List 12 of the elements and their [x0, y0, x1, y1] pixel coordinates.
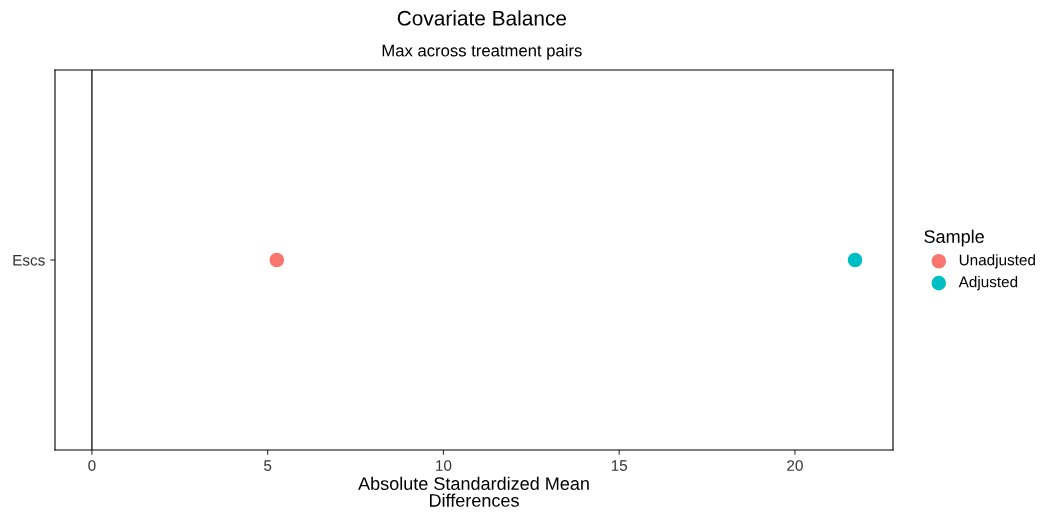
chart-subtitle: Max across treatment pairs	[382, 44, 582, 60]
x-tick-label: 20	[787, 460, 803, 471]
legend-label: Adjusted	[958, 276, 1018, 291]
legend-title: Sample	[924, 229, 984, 247]
x-tick-label: 15	[611, 460, 628, 471]
y-tick-label: Escs	[13, 255, 45, 266]
legend-label: Unadjusted	[959, 254, 1035, 269]
chart-title: Covariate Balance	[397, 10, 567, 26]
x-axis-title: Absolute Standardized Mean Differences	[358, 476, 589, 507]
x-tick-label: 0	[88, 460, 96, 471]
x-tick-label: 5	[264, 460, 272, 471]
x-tick-label: 10	[436, 460, 452, 471]
